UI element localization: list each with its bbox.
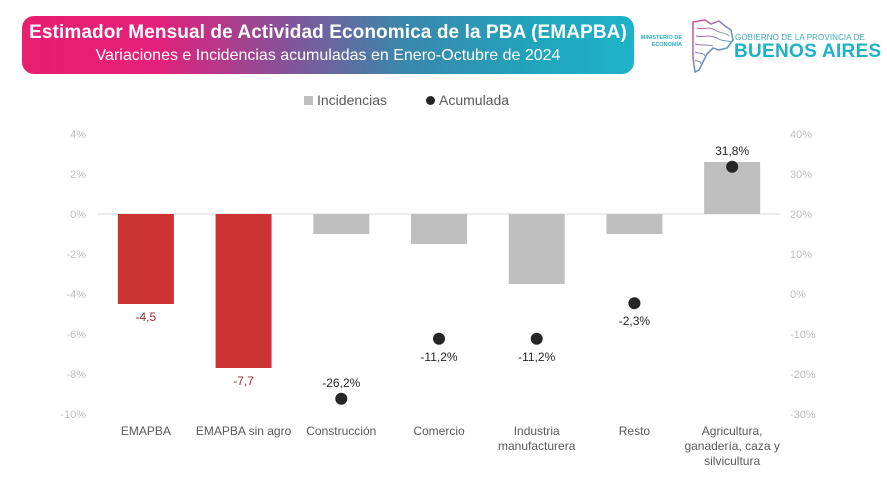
data-labels: -4,5 -7,7 -26,2% -11,2% -11,2% -2,3% 31,8% — [136, 144, 750, 390]
right-tick-label: 40% — [790, 129, 812, 141]
legend-item-acumulada: Acumulada — [426, 92, 509, 108]
title-banner: Estimador Mensual de Actividad Economica… — [22, 16, 634, 74]
chart-subtitle: Variaciones e Incidencias acumuladas en … — [95, 47, 561, 64]
right-tick-label: -10% — [790, 329, 816, 341]
left-tick-label: -2% — [66, 249, 86, 261]
left-tick-label: 2% — [70, 169, 86, 181]
left-tick-label: 4% — [70, 129, 86, 141]
chart-title: Estimador Mensual de Actividad Economica… — [29, 22, 627, 43]
point-value-label: -26,2% — [322, 376, 360, 390]
legend-label-acumulada: Acumulada — [439, 92, 510, 108]
point-value-label: -11,2% — [518, 350, 555, 364]
right-tick-label: 20% — [790, 209, 812, 221]
bar-incidencias — [215, 214, 272, 368]
bar-incidencias — [411, 214, 467, 244]
point-value-label: -2,3% — [619, 314, 651, 328]
left-tick-label: 0% — [70, 209, 86, 221]
right-axis: 40% 30% 20% 10% 0% -10% -20% -30% — [790, 129, 816, 421]
category-label: Comercio — [413, 424, 465, 438]
point-acumulada — [335, 392, 348, 405]
ministry-line-2: ECONOMÍA — [651, 42, 682, 48]
black-dot-icon — [426, 95, 435, 105]
bar-incidencias — [606, 214, 663, 234]
left-tick-label: -10% — [60, 409, 86, 421]
right-tick-label: -30% — [790, 409, 816, 421]
right-tick-label: 30% — [790, 169, 812, 181]
category-label: EMAPBA — [121, 424, 171, 438]
left-axis: 4% 2% 0% -2% -4% -6% -8% -10% — [60, 129, 86, 421]
government-label: GOBIERNO DE LA PROVINCIA DE — [735, 33, 865, 42]
buenos-aires-province-map-icon — [692, 19, 734, 74]
right-tick-label: 0% — [790, 289, 806, 301]
ministry-logo-text: MINISTERIO DE ECONOMÍA — [636, 35, 682, 49]
legend-label-incidencias: Incidencias — [317, 92, 388, 108]
chart-legend: Incidencias Acumulada — [0, 92, 887, 110]
province-name: BUENOS AIRES — [734, 41, 882, 62]
category-label: EMAPBA sin agro — [196, 424, 292, 438]
point-acumulada — [433, 332, 445, 345]
legend-item-incidencias: Incidencias — [304, 92, 387, 108]
gray-square-icon — [304, 95, 313, 105]
category-label: Industria — [514, 424, 560, 438]
category-label: ganadería, caza y — [684, 439, 779, 453]
category-label: Agricultura, — [702, 424, 763, 438]
bar-value-label: -4,5 — [136, 310, 157, 324]
point-value-label: -11,2% — [420, 350, 457, 364]
point-value-label: 31,8% — [715, 144, 749, 158]
point-acumulada — [530, 332, 543, 345]
bar-incidencias — [313, 214, 370, 234]
right-tick-label: 10% — [790, 249, 812, 261]
point-acumulada — [628, 297, 641, 310]
incidencias-bars — [117, 162, 761, 368]
point-acumulada — [726, 160, 739, 173]
category-axis: EMAPBA EMAPBA sin agro Construcción Comerci… — [121, 424, 780, 468]
bar-incidencias — [117, 214, 174, 304]
ministry-line-1: MINISTERIO DE — [640, 35, 682, 41]
left-tick-label: -4% — [66, 289, 86, 301]
left-tick-label: -6% — [66, 329, 86, 341]
bar-value-label: -7,7 — [233, 374, 254, 388]
acumulada-dots — [335, 160, 739, 405]
category-label: manufacturera — [498, 439, 576, 453]
category-label: silvicultura — [704, 454, 760, 468]
category-label: Resto — [619, 424, 651, 438]
right-tick-label: -20% — [790, 369, 816, 381]
left-tick-label: -8% — [66, 369, 86, 381]
bar-incidencias — [508, 214, 565, 284]
category-label: Construcción — [306, 424, 376, 438]
